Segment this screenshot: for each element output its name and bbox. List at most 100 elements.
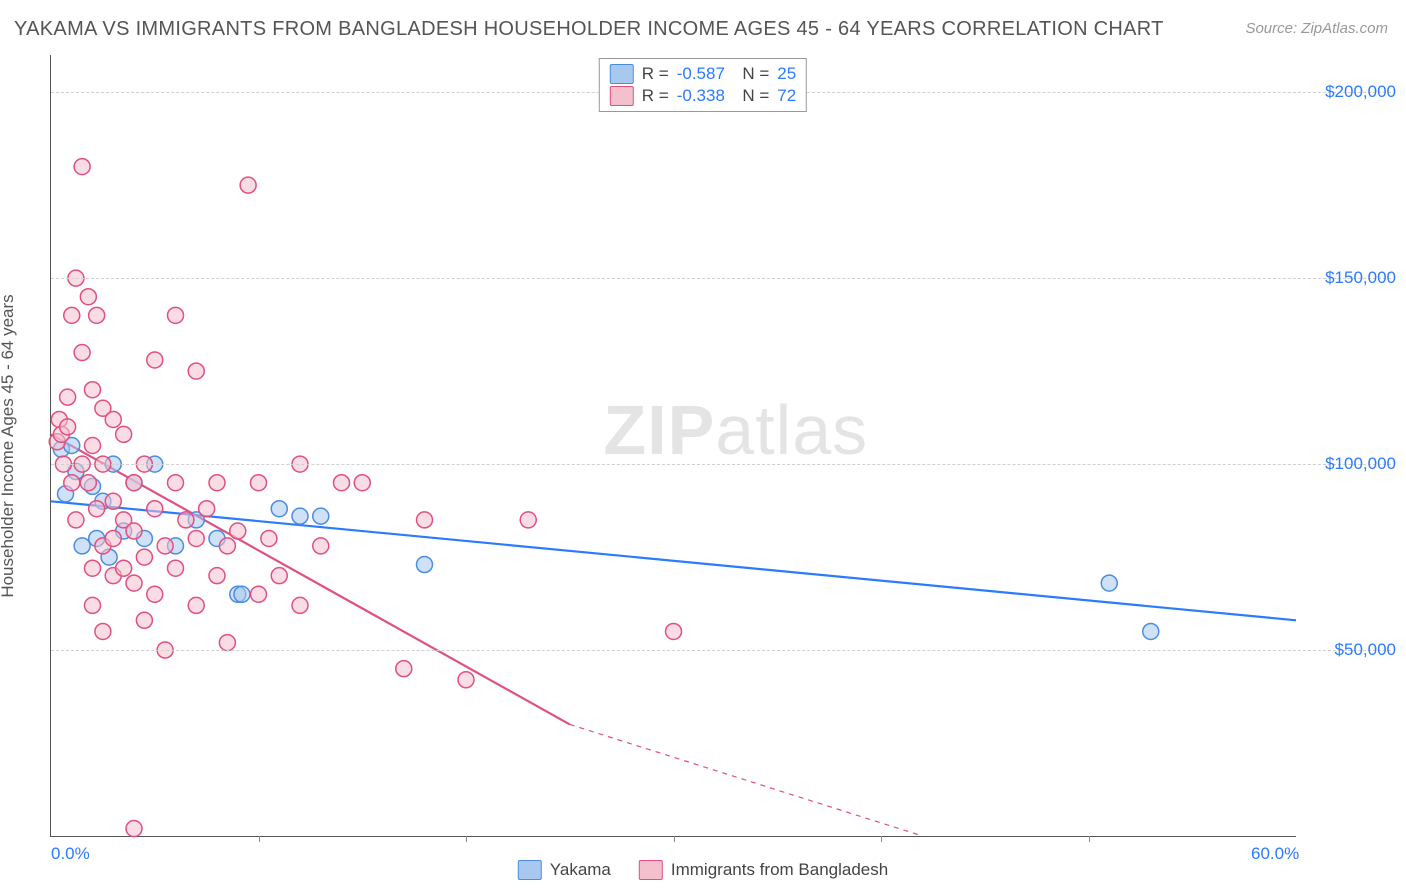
swatch-yakama-icon	[518, 860, 542, 880]
y-tick-label: $100,000	[1306, 454, 1396, 474]
swatch-bangladesh-icon	[610, 86, 634, 106]
y-axis-label: Householder Income Ages 45 - 64 years	[0, 294, 18, 597]
scatter-point-bangladesh	[209, 568, 225, 584]
n-value-bangladesh: 72	[777, 86, 796, 106]
scatter-point-bangladesh	[261, 530, 277, 546]
scatter-point-bangladesh	[85, 438, 101, 454]
scatter-point-bangladesh	[271, 568, 287, 584]
scatter-point-bangladesh	[105, 530, 121, 546]
series-legend: Yakama Immigrants from Bangladesh	[518, 860, 888, 880]
scatter-point-bangladesh	[68, 512, 84, 528]
scatter-point-bangladesh	[89, 307, 105, 323]
x-tick-label: 0.0%	[51, 844, 90, 864]
scatter-point-bangladesh	[251, 586, 267, 602]
x-tick-minor	[1089, 836, 1090, 842]
chart-title: YAKAMA VS IMMIGRANTS FROM BANGLADESH HOU…	[14, 18, 1164, 41]
scatter-point-bangladesh	[396, 661, 412, 677]
scatter-point-bangladesh	[520, 512, 536, 528]
scatter-point-bangladesh	[85, 560, 101, 576]
scatter-point-bangladesh	[136, 549, 152, 565]
r-value-yakama: -0.587	[677, 64, 725, 84]
scatter-point-bangladesh	[80, 289, 96, 305]
scatter-point-bangladesh	[334, 475, 350, 491]
series-label-bangladesh: Immigrants from Bangladesh	[671, 860, 888, 880]
scatter-point-bangladesh	[74, 159, 90, 175]
scatter-point-bangladesh	[188, 597, 204, 613]
scatter-point-bangladesh	[105, 493, 121, 509]
scatter-point-bangladesh	[417, 512, 433, 528]
x-tick-minor	[674, 836, 675, 842]
scatter-point-bangladesh	[219, 635, 235, 651]
scatter-point-bangladesh	[188, 530, 204, 546]
scatter-point-bangladesh	[188, 363, 204, 379]
gridline	[51, 464, 1391, 465]
series-legend-item-bangladesh: Immigrants from Bangladesh	[639, 860, 888, 880]
scatter-point-bangladesh	[89, 501, 105, 517]
scatter-point-bangladesh	[147, 501, 163, 517]
r-label: R =	[642, 64, 669, 84]
scatter-point-bangladesh	[292, 597, 308, 613]
scatter-point-bangladesh	[64, 307, 80, 323]
y-tick-label: $150,000	[1306, 268, 1396, 288]
scatter-point-bangladesh	[74, 345, 90, 361]
scatter-point-bangladesh	[251, 475, 267, 491]
scatter-point-yakama	[1101, 575, 1117, 591]
corr-legend-row-bangladesh: R = -0.338 N = 72	[610, 85, 796, 107]
scatter-point-bangladesh	[168, 560, 184, 576]
chart-container: YAKAMA VS IMMIGRANTS FROM BANGLADESH HOU…	[0, 0, 1406, 892]
scatter-point-yakama	[417, 557, 433, 573]
chart-source: Source: ZipAtlas.com	[1245, 20, 1388, 37]
scatter-point-yakama	[292, 508, 308, 524]
plot-svg	[51, 55, 1296, 836]
scatter-point-bangladesh	[178, 512, 194, 528]
scatter-point-bangladesh	[157, 538, 173, 554]
plot-area: ZIPatlas $50,000$100,000$150,000$200,000…	[50, 55, 1296, 837]
scatter-point-yakama	[271, 501, 287, 517]
series-label-yakama: Yakama	[550, 860, 611, 880]
r-label: R =	[642, 86, 669, 106]
n-label: N =	[733, 64, 769, 84]
scatter-point-bangladesh	[116, 560, 132, 576]
scatter-point-bangladesh	[209, 475, 225, 491]
swatch-bangladesh-icon	[639, 860, 663, 880]
scatter-point-bangladesh	[666, 623, 682, 639]
scatter-point-yakama	[1143, 623, 1159, 639]
scatter-point-bangladesh	[116, 426, 132, 442]
scatter-point-bangladesh	[458, 672, 474, 688]
x-tick-minor	[259, 836, 260, 842]
scatter-point-bangladesh	[85, 382, 101, 398]
scatter-point-bangladesh	[64, 475, 80, 491]
gridline	[51, 278, 1391, 279]
scatter-point-yakama	[234, 586, 250, 602]
scatter-point-yakama	[74, 538, 90, 554]
corr-legend-row-yakama: R = -0.587 N = 25	[610, 63, 796, 85]
scatter-point-bangladesh	[168, 475, 184, 491]
n-label: N =	[733, 86, 769, 106]
scatter-point-bangladesh	[126, 575, 142, 591]
scatter-point-bangladesh	[219, 538, 235, 554]
scatter-point-bangladesh	[199, 501, 215, 517]
scatter-point-bangladesh	[354, 475, 370, 491]
scatter-point-bangladesh	[168, 307, 184, 323]
correlation-legend: R = -0.587 N = 25R = -0.338 N = 72	[599, 58, 807, 112]
scatter-point-bangladesh	[230, 523, 246, 539]
gridline	[51, 650, 1391, 651]
scatter-point-bangladesh	[240, 177, 256, 193]
scatter-point-bangladesh	[136, 612, 152, 628]
x-tick-label: 60.0%	[1251, 844, 1299, 864]
n-value-yakama: 25	[777, 64, 796, 84]
scatter-point-bangladesh	[60, 419, 76, 435]
y-tick-label: $50,000	[1306, 640, 1396, 660]
scatter-point-bangladesh	[126, 821, 142, 837]
r-value-bangladesh: -0.338	[677, 86, 725, 106]
x-tick-minor	[881, 836, 882, 842]
scatter-point-bangladesh	[313, 538, 329, 554]
scatter-point-bangladesh	[95, 623, 111, 639]
scatter-point-bangladesh	[126, 475, 142, 491]
regression-dash-bangladesh	[570, 724, 923, 836]
scatter-point-bangladesh	[105, 411, 121, 427]
scatter-point-bangladesh	[80, 475, 96, 491]
series-legend-item-yakama: Yakama	[518, 860, 611, 880]
swatch-yakama-icon	[610, 64, 634, 84]
scatter-point-bangladesh	[147, 352, 163, 368]
